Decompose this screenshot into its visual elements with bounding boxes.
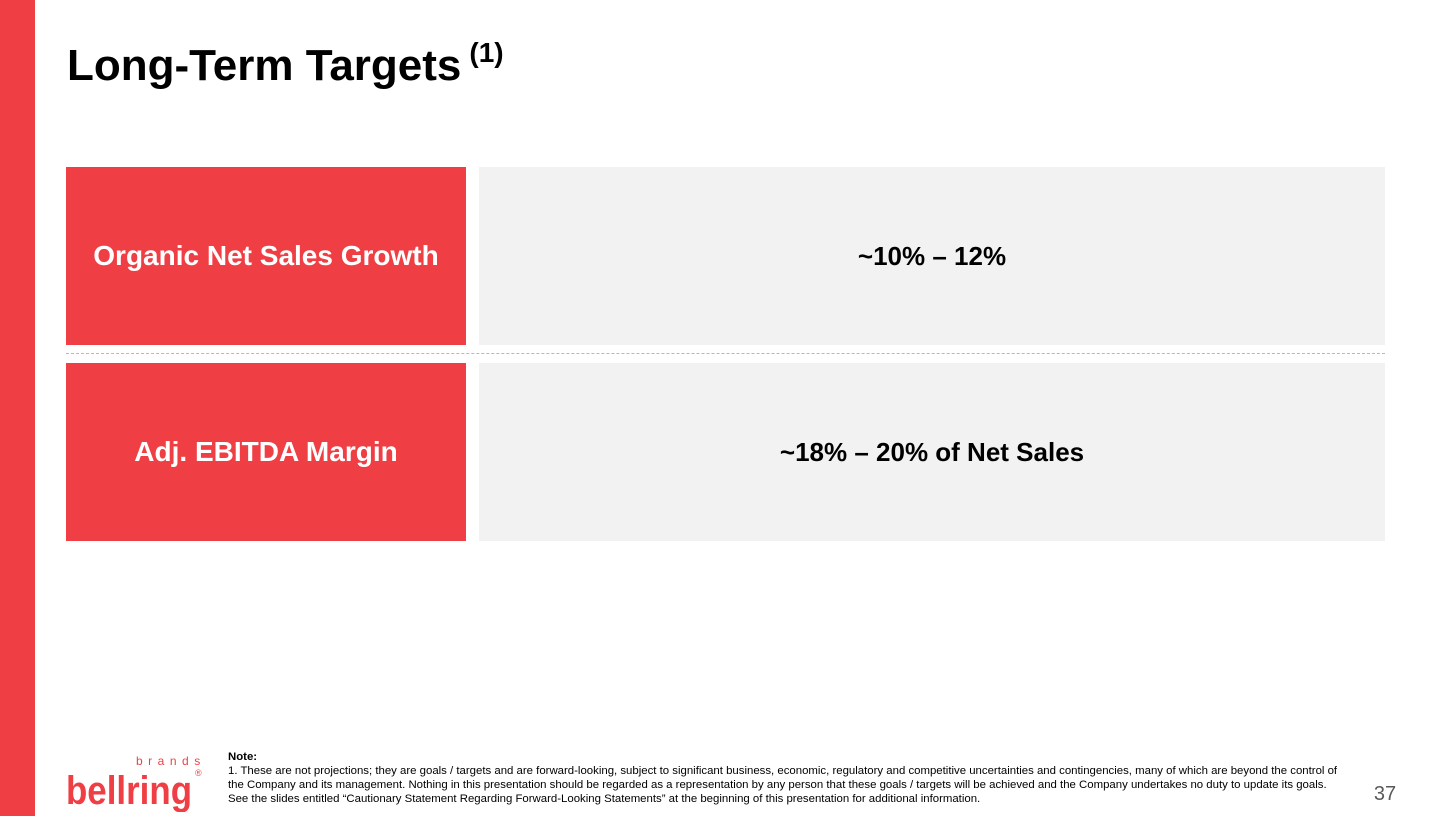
footnote-heading: Note: <box>228 751 258 763</box>
page-number: 37 <box>1373 783 1397 805</box>
target-value-organic-growth: ~10% – 12% <box>479 167 1385 345</box>
title-footnote-marker: (1) <box>469 37 504 68</box>
target-row-organic-growth: Organic Net Sales Growth ~10% – 12% <box>66 167 1385 345</box>
slide-title-text: Long-Term Targets <box>67 41 462 90</box>
target-label-organic-growth: Organic Net Sales Growth <box>66 167 466 345</box>
logo-brands-text: brands <box>136 754 206 768</box>
logo-bellring-text: bellring <box>66 769 192 812</box>
target-label-ebitda-margin: Adj. EBITDA Margin <box>66 363 466 541</box>
footnote-text: 1. These are not projections; they are g… <box>228 765 1338 805</box>
footnote: Note: 1. These are not projections; they… <box>228 750 1338 806</box>
target-row-ebitda-margin: Adj. EBITDA Margin ~18% – 20% of Net Sal… <box>66 363 1385 541</box>
bellring-brands-logo: brands bellring ® <box>66 754 206 812</box>
target-value-ebitda-margin: ~18% – 20% of Net Sales <box>479 363 1385 541</box>
logo-registered-mark: ® <box>195 768 202 778</box>
dashed-divider <box>66 353 1385 354</box>
left-accent-bar <box>0 0 35 816</box>
slide-title: Long-Term Targets (1) <box>67 38 504 94</box>
